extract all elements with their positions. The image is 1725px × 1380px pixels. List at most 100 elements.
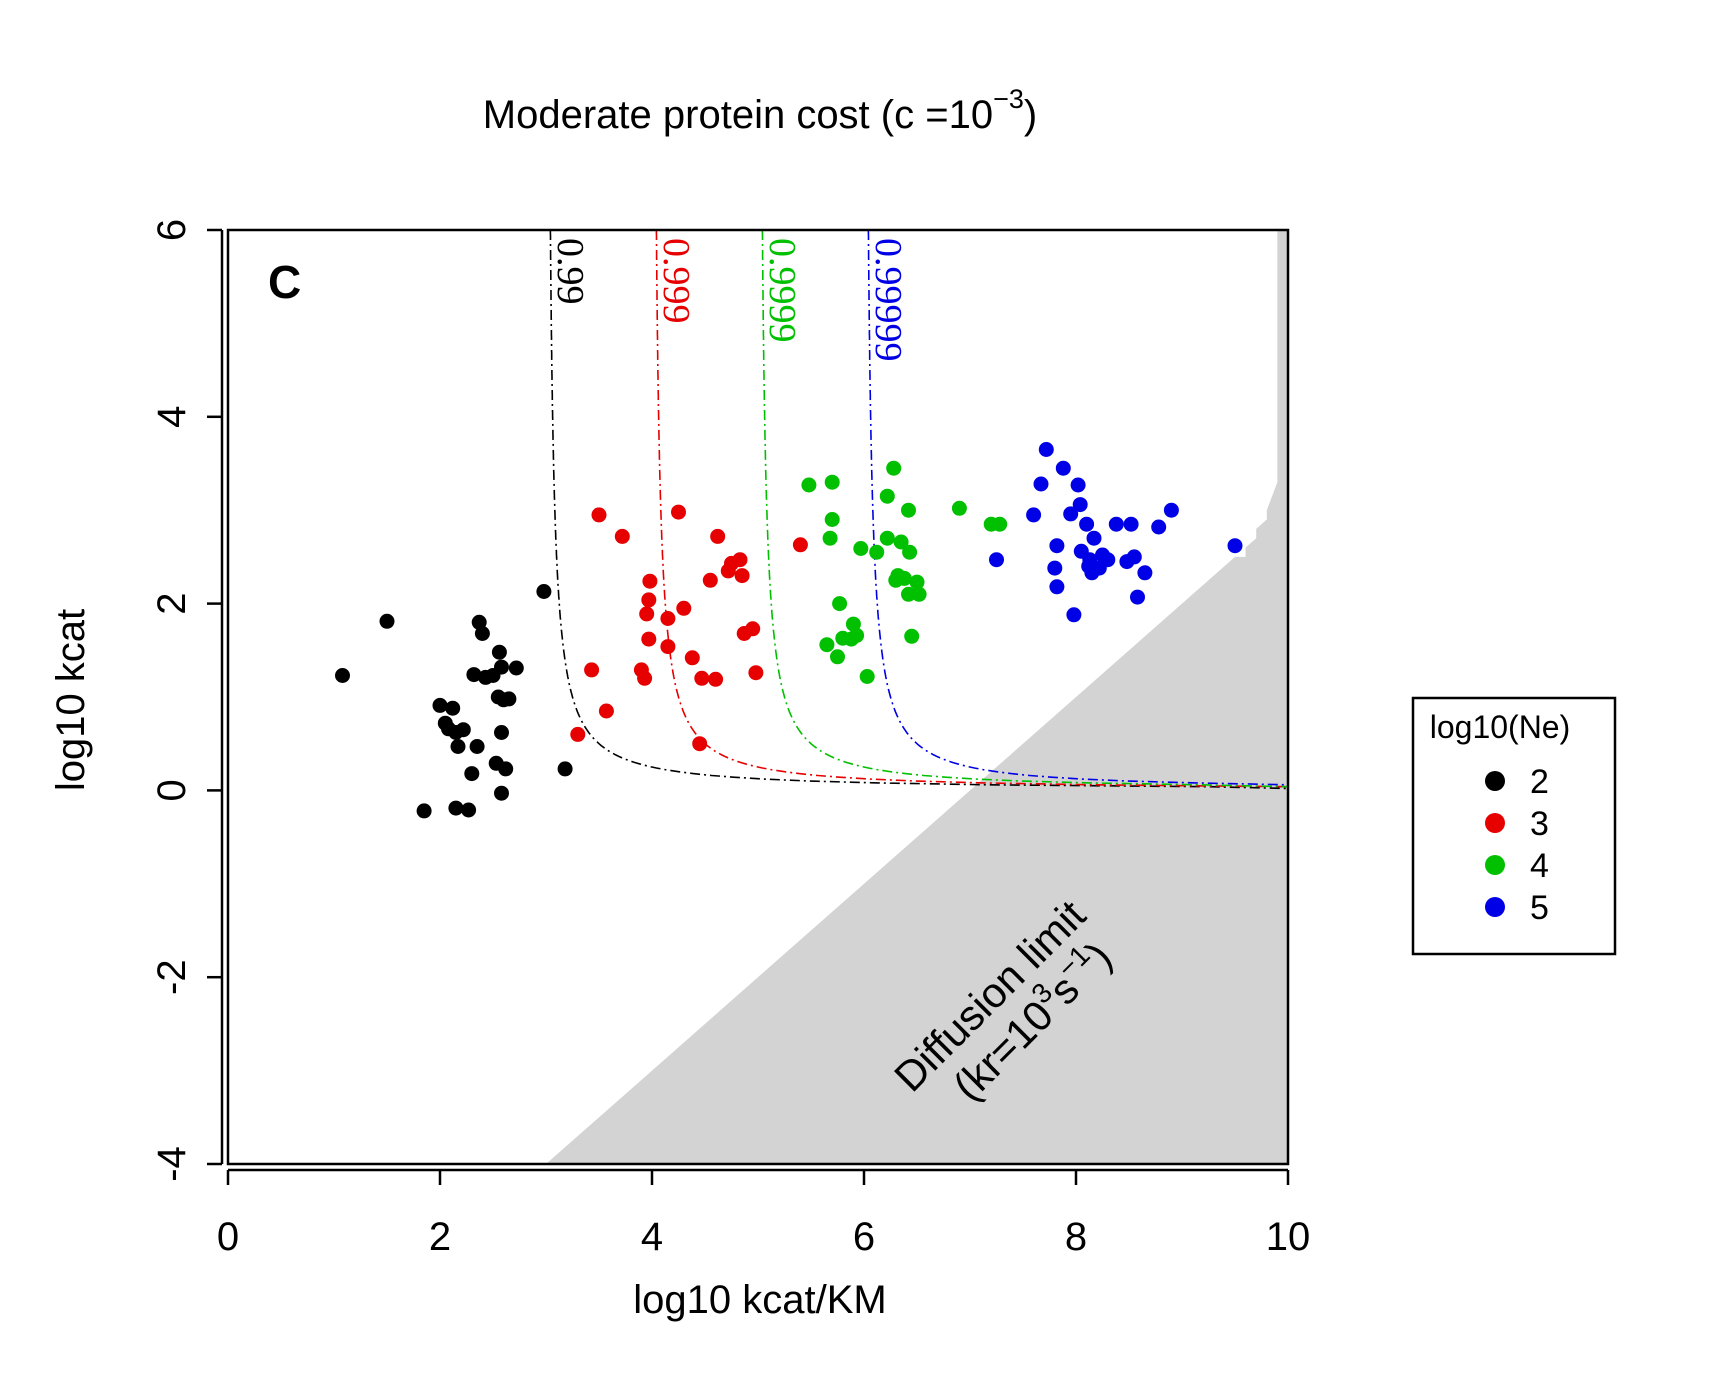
data-point	[461, 802, 477, 818]
legend-label: 3	[1530, 805, 1549, 843]
data-point	[708, 671, 724, 687]
data-point	[1100, 552, 1116, 568]
contour-line	[867, 230, 1288, 789]
data-point	[853, 541, 869, 556]
data-point	[676, 600, 692, 616]
data-point	[702, 572, 718, 588]
data-point	[536, 584, 552, 599]
data-point	[692, 736, 708, 752]
data-point	[671, 504, 686, 520]
data-point	[819, 637, 835, 653]
diffusion-limit-area	[546, 230, 1288, 1164]
data-point	[745, 621, 761, 637]
data-point	[989, 552, 1004, 568]
x-axis-label: log10 kcat/KM	[633, 1278, 886, 1322]
panel-label: C	[268, 256, 301, 308]
data-point	[869, 544, 885, 560]
data-point	[902, 544, 918, 560]
data-point	[432, 697, 448, 713]
data-point	[879, 488, 895, 504]
x-tick-label: 4	[641, 1215, 663, 1259]
data-point	[501, 691, 517, 707]
data-points	[335, 442, 1243, 819]
y-axis-label: log10 kcat	[49, 609, 93, 791]
data-point	[570, 726, 586, 742]
data-point	[1063, 506, 1079, 522]
data-point	[710, 528, 726, 544]
data-point	[732, 552, 748, 568]
contour-label: 0.99	[549, 238, 591, 305]
legend-box	[1411, 696, 1617, 956]
data-point	[1108, 516, 1124, 532]
data-point	[474, 626, 490, 641]
data-point	[792, 537, 808, 553]
contour-label: 0.999	[655, 238, 697, 324]
data-point	[734, 568, 750, 584]
data-point	[508, 660, 524, 676]
data-point	[992, 516, 1008, 532]
data-point	[849, 627, 865, 643]
data-point	[639, 606, 655, 622]
x-tick-label: 10	[1266, 1215, 1311, 1259]
data-point	[448, 800, 464, 816]
data-point	[832, 596, 848, 612]
legend-title: log10(Ne)	[1430, 709, 1571, 745]
legend-items: 2 3 4 5	[1485, 763, 1549, 927]
x-tick-label: 6	[853, 1215, 875, 1259]
data-point	[901, 502, 916, 518]
data-point	[455, 722, 471, 738]
data-point	[1038, 442, 1054, 457]
data-point	[641, 631, 657, 647]
data-point	[1163, 502, 1179, 518]
contour-lines	[549, 230, 1288, 790]
legend-label: 4	[1530, 847, 1549, 885]
data-point	[466, 667, 482, 683]
data-point	[1066, 607, 1082, 623]
data-point	[904, 628, 920, 644]
data-point	[1072, 497, 1088, 513]
data-point	[694, 670, 710, 686]
legend-marker	[1485, 855, 1505, 875]
data-point	[1070, 477, 1086, 493]
data-point	[1049, 579, 1065, 595]
legend: log10(Ne) 2 3 4 5	[1411, 696, 1617, 956]
data-point	[1151, 519, 1167, 535]
contour-line	[761, 230, 1288, 789]
data-point	[801, 477, 817, 493]
x-tick-label: 8	[1065, 1215, 1087, 1259]
data-point	[557, 761, 573, 777]
data-point	[1123, 516, 1139, 532]
data-point	[416, 803, 432, 819]
contour-labels: 0.99 0.999 0.9999 0.99999	[549, 238, 909, 362]
contour-label: 0.9999	[761, 238, 803, 343]
data-point	[660, 611, 676, 626]
data-point	[494, 785, 509, 801]
data-point	[824, 512, 840, 527]
data-point	[642, 573, 658, 589]
legend-marker	[1485, 771, 1505, 791]
data-point	[469, 739, 485, 754]
data-point	[498, 761, 514, 777]
data-point	[748, 665, 764, 681]
data-point	[379, 613, 395, 629]
data-point	[1086, 530, 1102, 546]
data-point	[1033, 476, 1049, 492]
data-point	[641, 592, 657, 608]
data-point	[951, 500, 967, 516]
x-tick-label: 0	[217, 1215, 239, 1259]
data-point	[879, 530, 895, 546]
data-point	[684, 650, 700, 666]
legend-label: 5	[1530, 889, 1549, 927]
data-point	[824, 474, 840, 490]
chart-title: Moderate protein cost (c =10−3)	[483, 84, 1037, 137]
legend-marker	[1485, 813, 1505, 833]
y-tick-label: 4	[150, 406, 194, 428]
y-axis: -4 -2 0 2 4 6	[150, 219, 224, 1182]
data-point	[1079, 516, 1095, 532]
data-point	[1227, 538, 1243, 554]
data-point	[1137, 565, 1153, 581]
data-point	[893, 534, 909, 550]
data-point	[1055, 460, 1071, 476]
x-axis: 0 2 4 6 8 10	[217, 1168, 1311, 1259]
plot-frame	[226, 228, 1290, 1166]
